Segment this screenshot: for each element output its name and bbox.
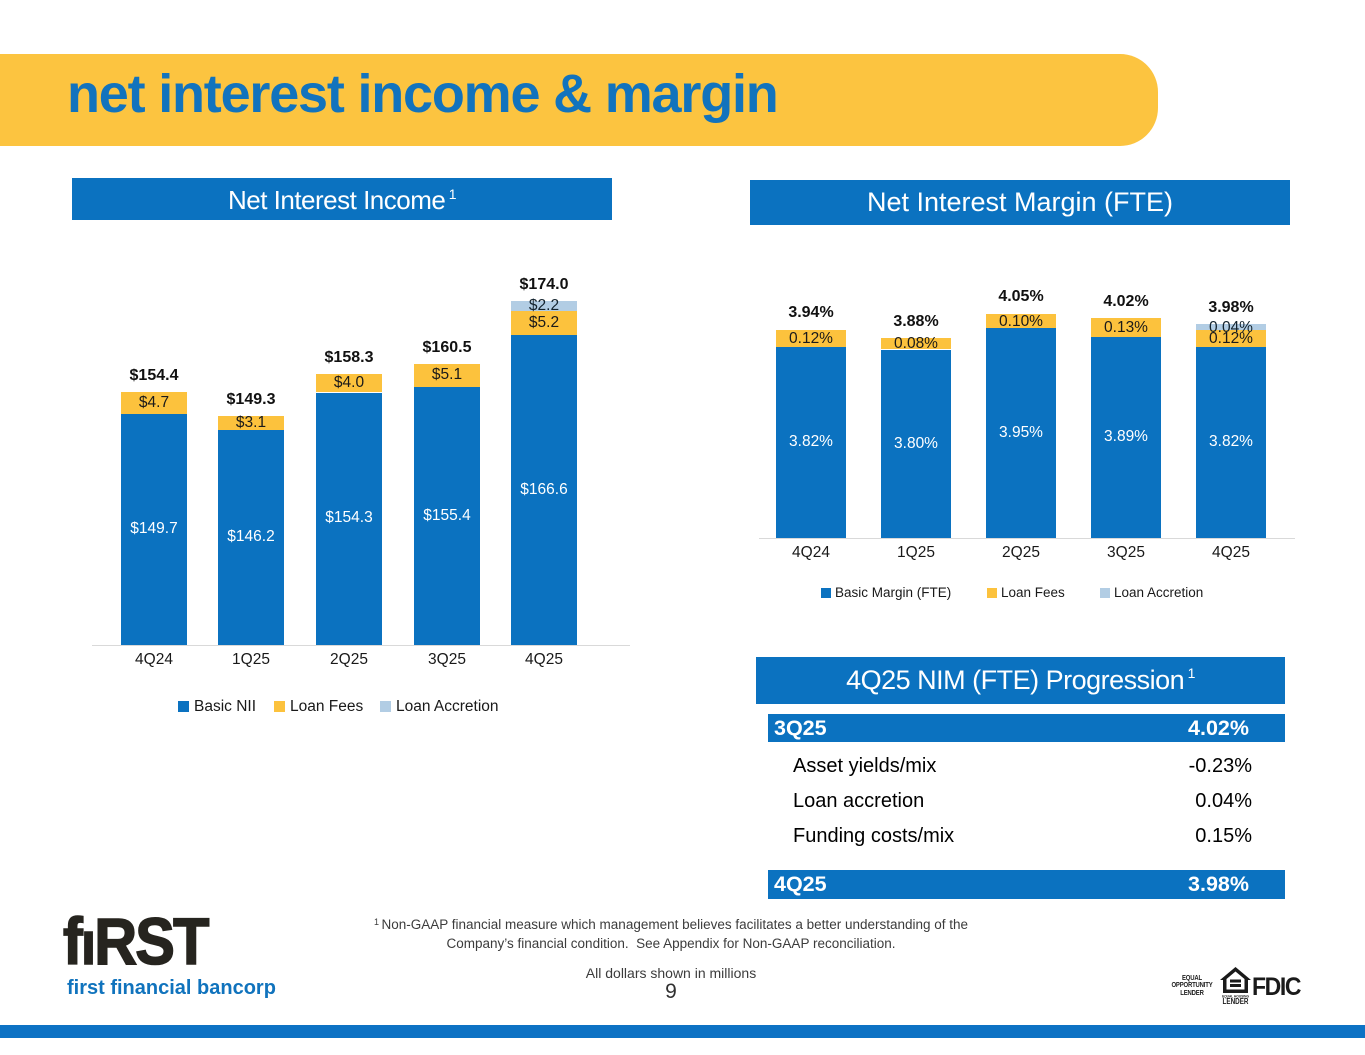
svg-text:EQUAL HOUSING: EQUAL HOUSING [1222, 995, 1249, 999]
svg-text:LENDER: LENDER [1223, 997, 1249, 1006]
